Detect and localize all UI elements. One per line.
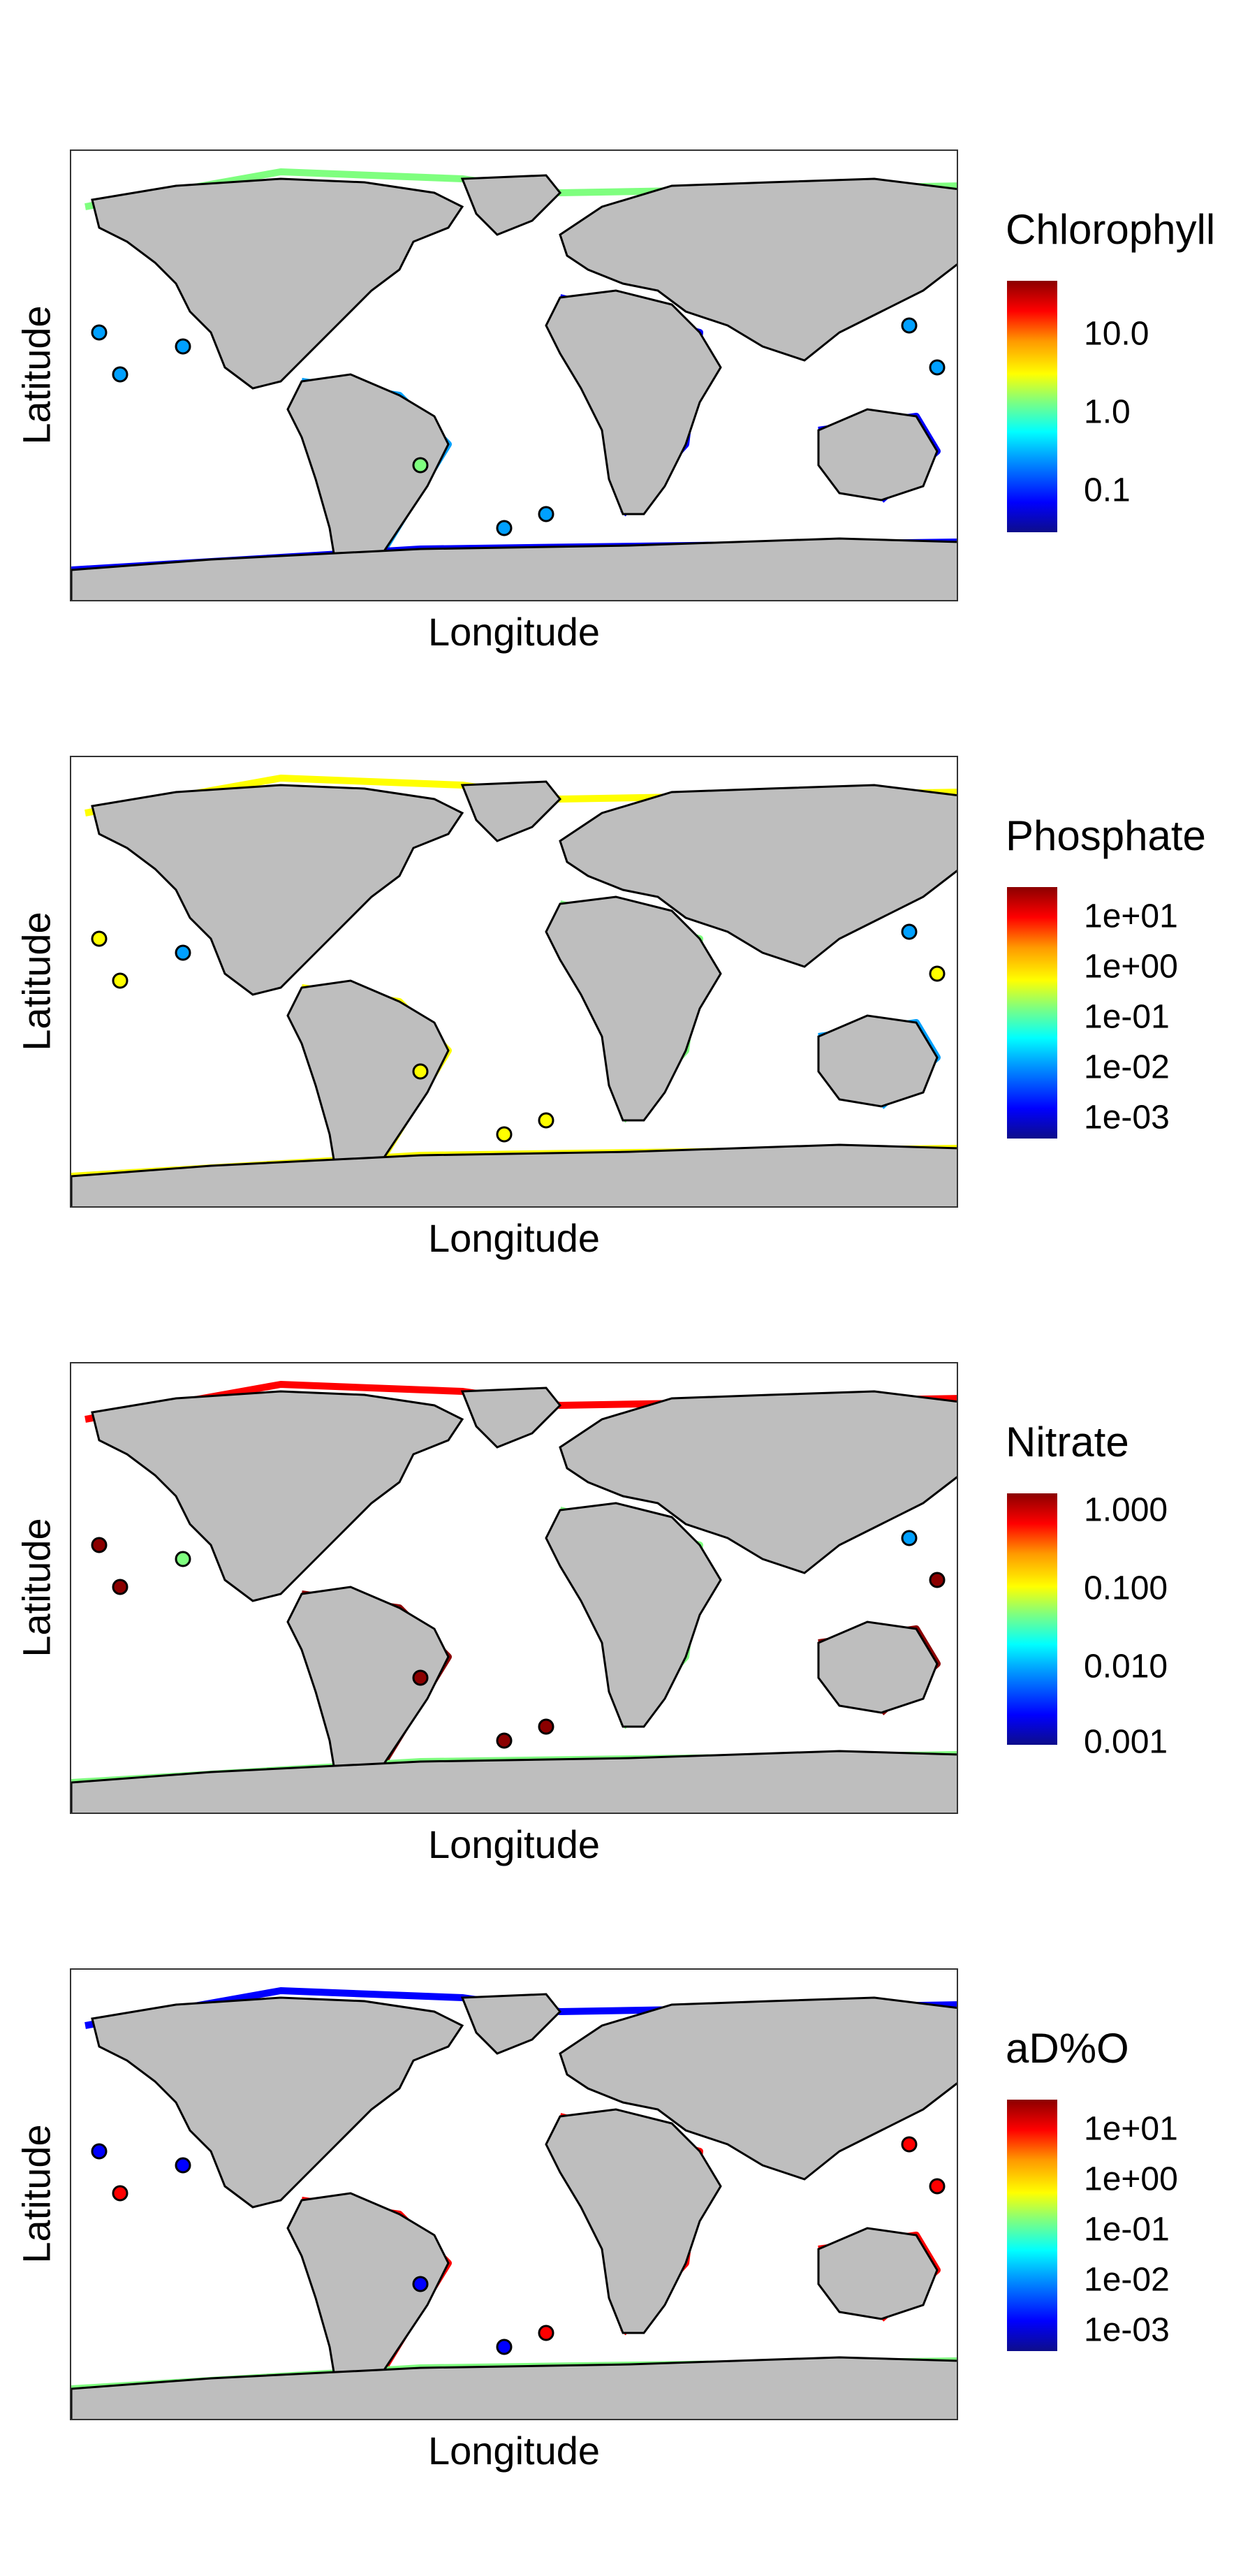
legend-tick: 1e-01	[1084, 2211, 1170, 2248]
legend-tick: 1e-02	[1084, 1048, 1170, 1086]
nitrate-map	[70, 1362, 958, 1814]
legend-tick: 0.010	[1084, 1648, 1168, 1685]
y-axis-label: Latitude	[14, 2124, 59, 2264]
ad-percent-o-legend: aD%O 1e+01 1e+00 1e-01 1e-02 1e-03	[1006, 2024, 1243, 2359]
ocean-dots	[91, 2136, 946, 2355]
x-axis-label: Longitude	[427, 610, 601, 654]
ocean-dots	[91, 1530, 946, 1749]
chlorophyll-panel: Latitude Longitude Chlorophyll 10.0 1.0 …	[0, 149, 1257, 757]
legend-title: Chlorophyll	[1006, 206, 1216, 253]
y-axis-label: Latitude	[14, 912, 59, 1051]
legend-title: aD%O	[1006, 2025, 1129, 2072]
y-axis-label: Latitude	[14, 1518, 59, 1657]
legend-tick: 1.0	[1084, 393, 1131, 431]
legend-tick: 0.100	[1084, 1569, 1168, 1607]
legend-tick: 0.1	[1084, 471, 1131, 509]
ocean-dots	[91, 923, 946, 1143]
color-scale-bar	[1007, 887, 1057, 1139]
legend-tick: 10.0	[1084, 315, 1149, 353]
color-scale-bar	[1007, 1493, 1057, 1745]
legend-title: Nitrate	[1006, 1419, 1129, 1465]
legend-tick: 1e+00	[1084, 948, 1178, 986]
nitrate-legend: Nitrate 1.000 0.100 0.010 0.001	[1006, 1418, 1243, 1761]
chlorophyll-map	[70, 149, 958, 601]
legend-tick: 1e-02	[1084, 2261, 1170, 2299]
legend-tick: 0.001	[1084, 1723, 1168, 1761]
ad-percent-o-map	[70, 1968, 958, 2420]
legend-tick: 1e+00	[1084, 2160, 1178, 2198]
legend-tick: 1e-03	[1084, 1099, 1170, 1136]
color-scale-bar	[1007, 281, 1057, 532]
legend-title: Phosphate	[1006, 812, 1206, 859]
legend-tick: 1e+01	[1084, 2110, 1178, 2148]
legend-tick: 1e-01	[1084, 998, 1170, 1036]
ocean-dots	[91, 317, 946, 536]
x-axis-label: Longitude	[427, 2429, 601, 2473]
ad-percent-o-panel: Latitude Longitude aD%O 1e+01 1e+00 1e-0…	[0, 1968, 1257, 2576]
x-axis-label: Longitude	[427, 1216, 601, 1260]
figure: { "axes": { "xlabel": "Longitude", "ylab…	[0, 149, 1257, 2473]
legend-tick: 1e-03	[1084, 2311, 1170, 2349]
phosphate-map	[70, 756, 958, 1208]
nitrate-panel: Latitude Longitude Nitrate 1.000 0.100 0…	[0, 1362, 1257, 1970]
phosphate-legend: Phosphate 1e+01 1e+00 1e-01 1e-02 1e-03	[1006, 812, 1243, 1147]
legend-tick: 1.000	[1084, 1491, 1168, 1529]
x-axis-label: Longitude	[427, 1822, 601, 1866]
y-axis-label: Latitude	[14, 305, 59, 445]
color-scale-bar	[1007, 2100, 1057, 2351]
phosphate-panel: Latitude Longitude Phosphate 1e+01 1e+00…	[0, 756, 1257, 1363]
chlorophyll-legend: Chlorophyll 10.0 1.0 0.1	[1006, 205, 1243, 541]
legend-tick: 1e+01	[1084, 898, 1178, 935]
